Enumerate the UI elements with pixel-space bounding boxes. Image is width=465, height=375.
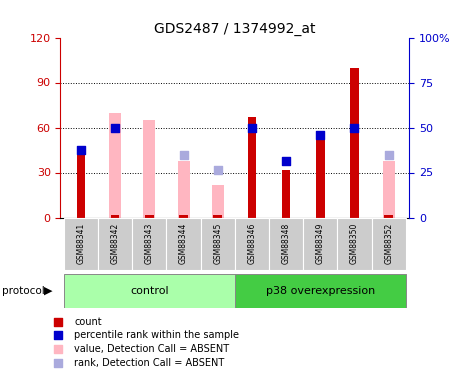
- Bar: [316, 135, 325, 218]
- Text: GSM88346: GSM88346: [247, 223, 256, 264]
- Bar: [132, 217, 166, 270]
- Bar: [372, 217, 406, 270]
- Text: rank, Detection Call = ABSENT: rank, Detection Call = ABSENT: [74, 358, 225, 369]
- Bar: [145, 214, 153, 217]
- Bar: [235, 217, 269, 270]
- Text: GSM88352: GSM88352: [384, 223, 393, 264]
- Bar: [350, 68, 359, 218]
- Bar: [178, 160, 190, 218]
- Bar: [64, 217, 98, 270]
- Point: [385, 152, 392, 157]
- Text: control: control: [130, 286, 169, 296]
- Bar: [111, 214, 120, 217]
- Bar: [383, 160, 395, 218]
- Text: p38 overexpression: p38 overexpression: [266, 286, 375, 296]
- Text: GSM88345: GSM88345: [213, 223, 222, 264]
- Bar: [143, 120, 155, 218]
- Text: GSM88350: GSM88350: [350, 223, 359, 264]
- Title: GDS2487 / 1374992_at: GDS2487 / 1374992_at: [154, 22, 316, 36]
- Point: [214, 166, 221, 172]
- Point: [351, 124, 358, 130]
- Point: [282, 158, 290, 164]
- Text: GSM88341: GSM88341: [76, 223, 86, 264]
- Point: [317, 132, 324, 138]
- Bar: [338, 217, 372, 270]
- Point: [248, 124, 256, 130]
- Bar: [179, 214, 188, 217]
- Bar: [98, 217, 132, 270]
- Bar: [64, 274, 235, 308]
- Bar: [200, 217, 235, 270]
- Bar: [166, 217, 200, 270]
- Text: count: count: [74, 317, 102, 327]
- Point: [54, 360, 62, 366]
- Point: [54, 332, 62, 338]
- Bar: [269, 217, 303, 270]
- Text: GSM88343: GSM88343: [145, 223, 154, 264]
- Bar: [282, 170, 290, 217]
- Point: [54, 346, 62, 352]
- Text: percentile rank within the sample: percentile rank within the sample: [74, 330, 239, 340]
- Bar: [212, 184, 224, 218]
- Point: [54, 319, 62, 325]
- Bar: [248, 117, 256, 218]
- Bar: [213, 214, 222, 217]
- Bar: [385, 214, 393, 217]
- Text: ▶: ▶: [44, 286, 53, 296]
- Point: [112, 124, 119, 130]
- Bar: [303, 217, 338, 270]
- Text: GSM88342: GSM88342: [111, 223, 120, 264]
- Text: GSM88348: GSM88348: [282, 223, 291, 264]
- Point: [77, 147, 85, 153]
- Text: protocol: protocol: [2, 286, 45, 296]
- Bar: [235, 274, 406, 308]
- Bar: [77, 147, 85, 218]
- Text: value, Detection Call = ABSENT: value, Detection Call = ABSENT: [74, 344, 230, 354]
- Text: GSM88344: GSM88344: [179, 223, 188, 264]
- Bar: [109, 112, 121, 218]
- Point: [180, 152, 187, 157]
- Text: GSM88349: GSM88349: [316, 223, 325, 264]
